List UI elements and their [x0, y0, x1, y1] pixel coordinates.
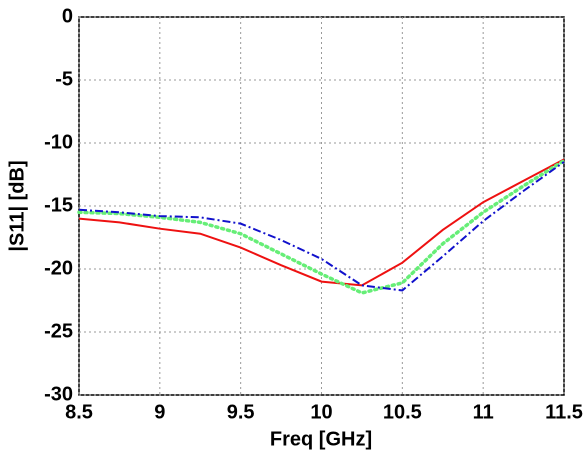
y-tick-label: -5 [55, 68, 73, 90]
series-line [77, 158, 566, 295]
y-tick-label: 0 [62, 5, 73, 27]
y-tick-label: -20 [44, 257, 73, 279]
y-tick-label: -25 [44, 320, 73, 342]
x-tick-label: 11.5 [545, 401, 583, 423]
y-axis-label: |S11| [dB] [6, 160, 28, 251]
x-tick-label: 11 [473, 401, 494, 423]
series-line [78, 161, 565, 292]
y-tick-label: -15 [44, 194, 73, 216]
x-tick-label: 10.5 [383, 401, 422, 423]
x-tick-label: 10 [310, 401, 332, 423]
series-line [78, 158, 565, 287]
x-tick-label: 8.5 [65, 401, 93, 423]
y-tick-label: -30 [44, 383, 73, 405]
x-tick-label: 9.5 [227, 401, 255, 423]
x-axis-label: Freq [GHz] [270, 428, 372, 450]
y-tick-label: -10 [44, 131, 73, 153]
x-tick-label: 9 [154, 401, 165, 423]
